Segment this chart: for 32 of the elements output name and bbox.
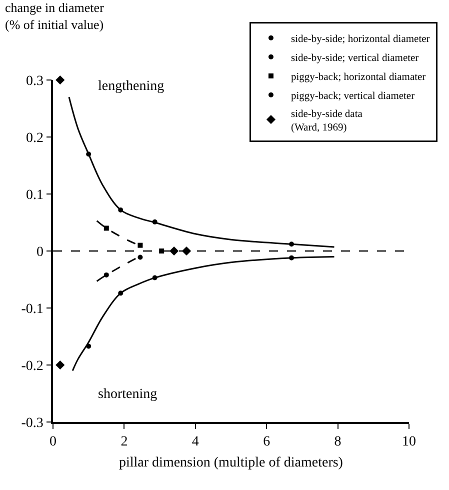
point (138, 242, 143, 248)
line-series (72, 256, 335, 372)
legend-label: piggy-back; horizontal diamater (290, 72, 426, 83)
point (159, 248, 164, 254)
y-tick-label: -0.3 (21, 416, 44, 431)
x-tick-label: 6 (263, 434, 270, 450)
y-tick-label: -0.1 (21, 302, 44, 317)
legend-label: side-by-side data (Ward, 1969) (290, 108, 363, 134)
legend-label: side-by-side; horizontal diameter (290, 34, 430, 45)
point (56, 75, 65, 85)
legend-label: piggy-back; vertical diameter (290, 90, 416, 102)
y-tick-label: 0.3 (26, 74, 44, 89)
point (104, 272, 109, 278)
point (182, 246, 192, 256)
y-tick-label: 0 (36, 244, 44, 260)
x-tick-label: 8 (334, 434, 342, 450)
y-tick-label: 0.1 (26, 188, 44, 203)
x-tick-label: 2 (120, 434, 128, 450)
y-tick-label: 0.2 (26, 130, 44, 146)
x-axis-title: pillar dimension (multiple of diameters) (119, 455, 344, 470)
point (169, 246, 179, 256)
x-tick-label: 4 (192, 434, 199, 450)
annotation: lengthening (98, 79, 164, 94)
x-tick-label: 10 (402, 434, 416, 450)
annotation: shortening (98, 387, 158, 402)
point (138, 254, 143, 260)
legend-label: side-by-side; vertical diameter (290, 52, 420, 64)
y-tick-label: -0.2 (21, 358, 44, 374)
point (104, 226, 109, 231)
y-axis-title: change in diameter (% of initial value) (5, 0, 105, 32)
x-tick-label: 0 (50, 434, 56, 450)
point (56, 360, 65, 370)
